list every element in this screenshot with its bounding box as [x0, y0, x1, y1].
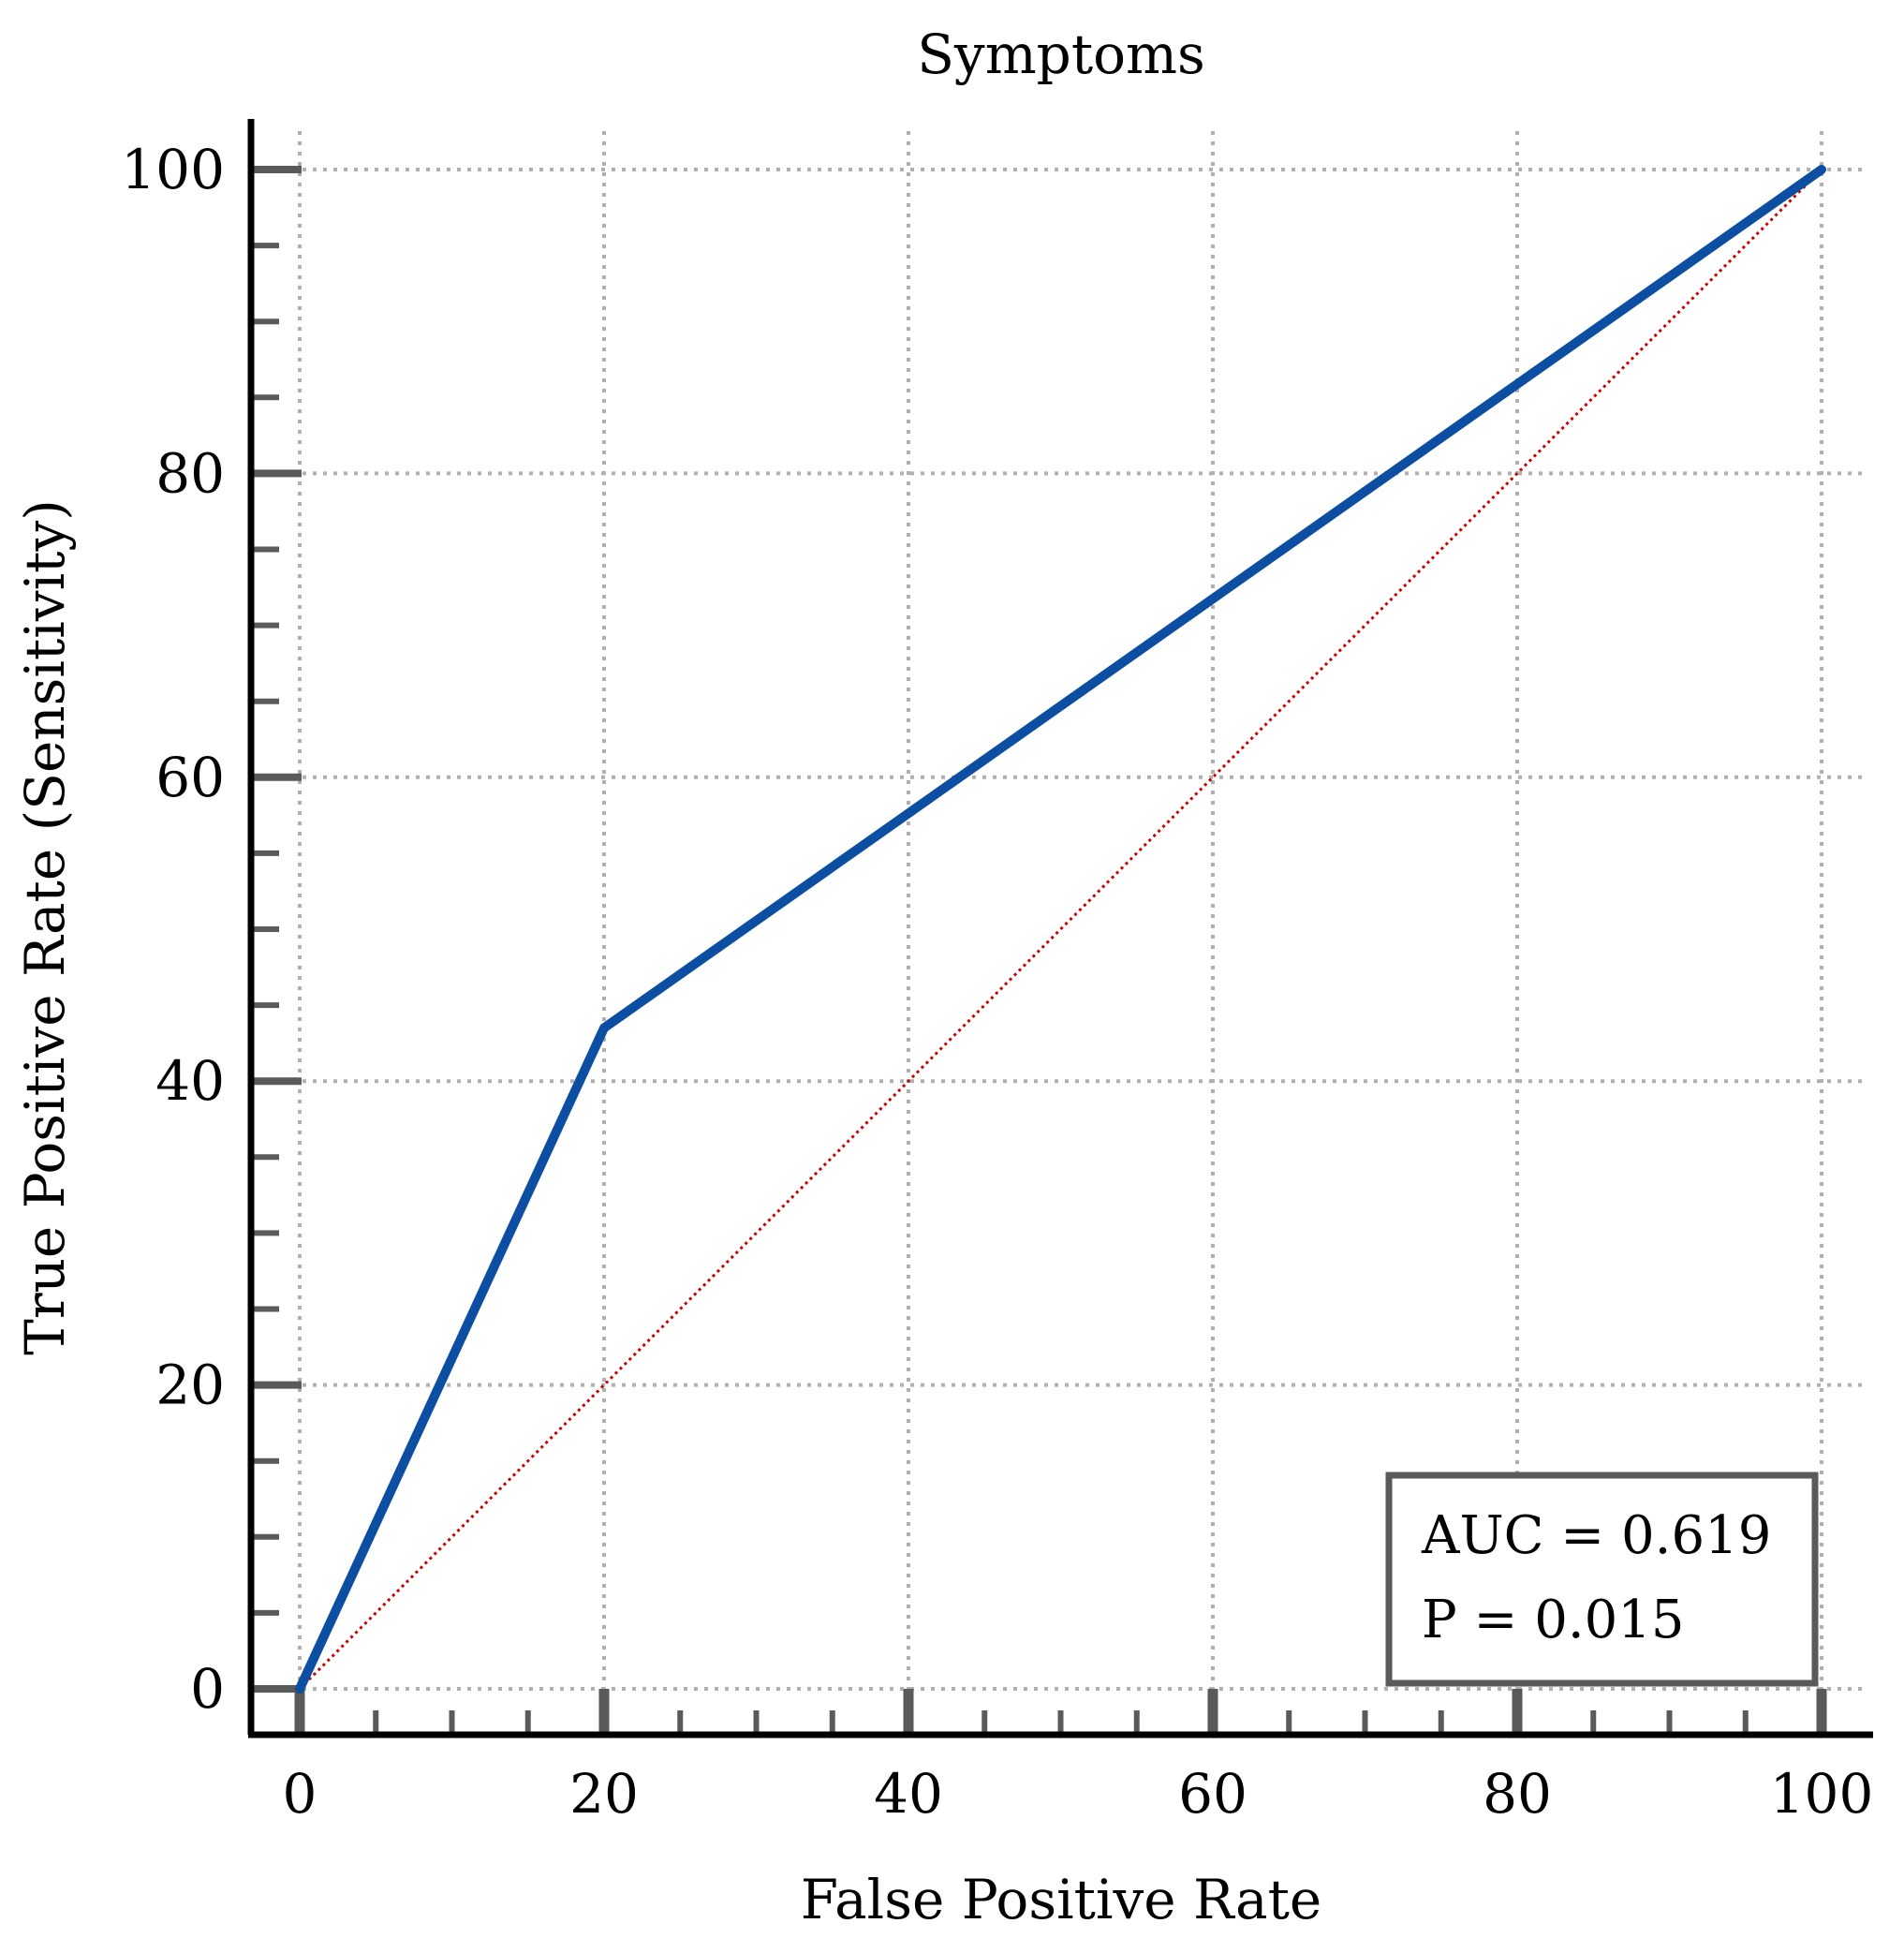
x-tick-label-3: 60	[1178, 1762, 1247, 1826]
y-tick-label-1: 20	[155, 1354, 225, 1417]
x-axis-title: False Positive Rate	[801, 1868, 1321, 1931]
y-tick-label-2: 40	[155, 1049, 225, 1113]
y-tick-label-5: 100	[121, 138, 225, 201]
y-tick-label-4: 80	[155, 441, 225, 505]
annotation-frame	[1385, 1472, 1819, 1687]
roc-curve-line	[295, 165, 1826, 1694]
reference-diagonal-line	[298, 168, 1823, 1691]
y-tick-label-0: 0	[190, 1657, 225, 1721]
y-axis-title: True Positive Rate (Sensitivity)	[13, 499, 77, 1355]
x-tick-label-5: 100	[1770, 1762, 1874, 1826]
p-value: P = 0.015	[1422, 1590, 1685, 1650]
auc-value: AUC = 0.619	[1421, 1505, 1771, 1566]
chart-title: Symptoms	[917, 22, 1205, 86]
major-ticks	[251, 166, 1827, 1735]
x-tick-label-1: 20	[569, 1762, 639, 1826]
annotation-box: AUC = 0.619 P = 0.015	[1385, 1472, 1819, 1687]
x-tick-labels: 0 20 40 60 80 100	[283, 1762, 1874, 1826]
minor-ticks	[251, 243, 1749, 1735]
grid-lines	[251, 131, 1868, 1735]
x-tick-label-0: 0	[283, 1762, 317, 1826]
x-tick-label-2: 40	[874, 1762, 943, 1826]
series-group	[295, 165, 1826, 1694]
y-tick-label-3: 60	[155, 746, 225, 809]
y-tick-labels: 0 20 40 60 80 100	[121, 138, 225, 1721]
x-tick-label-4: 80	[1483, 1762, 1552, 1826]
